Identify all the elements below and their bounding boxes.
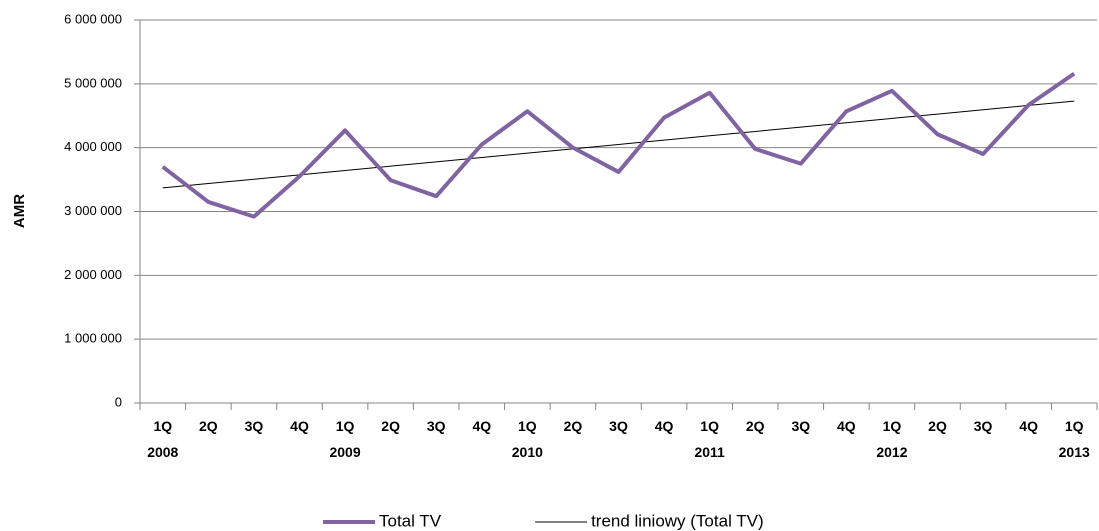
x-tick-label: 2Q <box>381 418 400 434</box>
trend-line <box>162 100 1075 189</box>
legend-label: trend liniowy (Total TV) <box>591 511 764 530</box>
x-tick-label: 2Q <box>928 418 947 434</box>
x-tick-label: 4Q <box>472 418 492 434</box>
legend-label: Total TV <box>379 511 442 530</box>
x-tick-label: 3Q <box>609 418 628 434</box>
y-tick-label: 2 000 000 <box>64 267 122 282</box>
x-tick-label: 3Q <box>791 418 811 434</box>
x-tick-label: 1Q 2010 <box>511 418 543 460</box>
y-tick-label: 1 000 000 <box>64 331 122 346</box>
x-tick-label: 2Q <box>563 418 583 434</box>
y-tick-label: 4 000 000 <box>64 139 122 154</box>
x-tick-label: 3Q <box>973 418 993 434</box>
y-tick-label: 5 000 000 <box>64 75 122 90</box>
x-tick-label: 3Q <box>426 418 446 434</box>
x-tick-label: 4Q <box>290 418 309 434</box>
x-tick-label: 2Q <box>745 418 765 434</box>
x-tick-label: 1Q 2011 <box>694 418 725 460</box>
x-tick-label: 4Q <box>1019 418 1038 434</box>
x-tick-label: 1Q 2009 <box>329 418 361 460</box>
data-line <box>161 71 1076 219</box>
y-tick-label: 3 000 000 <box>64 203 122 218</box>
x-tick-label: 1Q 2008 <box>147 418 179 460</box>
x-tick-label: 1Q 2012 <box>876 418 908 460</box>
x-tick-label: 4Q <box>654 418 674 434</box>
x-tick-label: 4Q <box>837 418 856 434</box>
x-tick-label: 1Q 2013 <box>1058 418 1090 460</box>
x-tick-label: 2Q <box>199 418 218 434</box>
y-axis-label: AMR <box>11 194 28 228</box>
y-tick-label: 0 <box>115 394 122 409</box>
x-tick-label: 3Q <box>244 418 264 434</box>
y-tick-label: 6 000 000 <box>64 11 122 26</box>
